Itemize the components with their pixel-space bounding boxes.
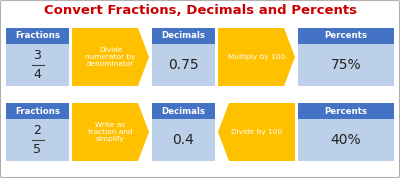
Polygon shape bbox=[218, 28, 295, 86]
Polygon shape bbox=[72, 103, 149, 161]
FancyBboxPatch shape bbox=[298, 103, 394, 119]
Text: Write as
fraction and
simplify: Write as fraction and simplify bbox=[88, 122, 133, 142]
Text: Decimals: Decimals bbox=[162, 106, 206, 116]
Text: Divide
numerator by
denominator: Divide numerator by denominator bbox=[85, 47, 136, 67]
FancyBboxPatch shape bbox=[152, 119, 215, 161]
Text: 2: 2 bbox=[34, 124, 42, 137]
Text: 0.4: 0.4 bbox=[172, 133, 194, 147]
FancyBboxPatch shape bbox=[6, 28, 69, 44]
Text: 4: 4 bbox=[34, 68, 42, 81]
FancyBboxPatch shape bbox=[152, 103, 215, 119]
Text: 0.75: 0.75 bbox=[168, 58, 199, 72]
Polygon shape bbox=[218, 103, 295, 161]
FancyBboxPatch shape bbox=[6, 103, 69, 119]
FancyBboxPatch shape bbox=[6, 119, 69, 161]
FancyBboxPatch shape bbox=[298, 28, 394, 44]
Text: Percents: Percents bbox=[324, 32, 368, 41]
Text: 3: 3 bbox=[34, 49, 42, 62]
FancyBboxPatch shape bbox=[152, 28, 215, 44]
Text: Multiply by 100: Multiply by 100 bbox=[228, 54, 285, 60]
Text: Decimals: Decimals bbox=[162, 32, 206, 41]
FancyBboxPatch shape bbox=[298, 119, 394, 161]
Text: Fractions: Fractions bbox=[15, 32, 60, 41]
Text: Percents: Percents bbox=[324, 106, 368, 116]
FancyBboxPatch shape bbox=[298, 44, 394, 86]
FancyBboxPatch shape bbox=[152, 44, 215, 86]
Text: Convert Fractions, Decimals and Percents: Convert Fractions, Decimals and Percents bbox=[44, 4, 356, 17]
Text: 5: 5 bbox=[34, 143, 42, 156]
FancyBboxPatch shape bbox=[6, 44, 69, 86]
Text: 75%: 75% bbox=[331, 58, 361, 72]
Text: Divide by 100: Divide by 100 bbox=[231, 129, 282, 135]
Polygon shape bbox=[72, 28, 149, 86]
Text: Fractions: Fractions bbox=[15, 106, 60, 116]
Text: 40%: 40% bbox=[331, 133, 361, 147]
